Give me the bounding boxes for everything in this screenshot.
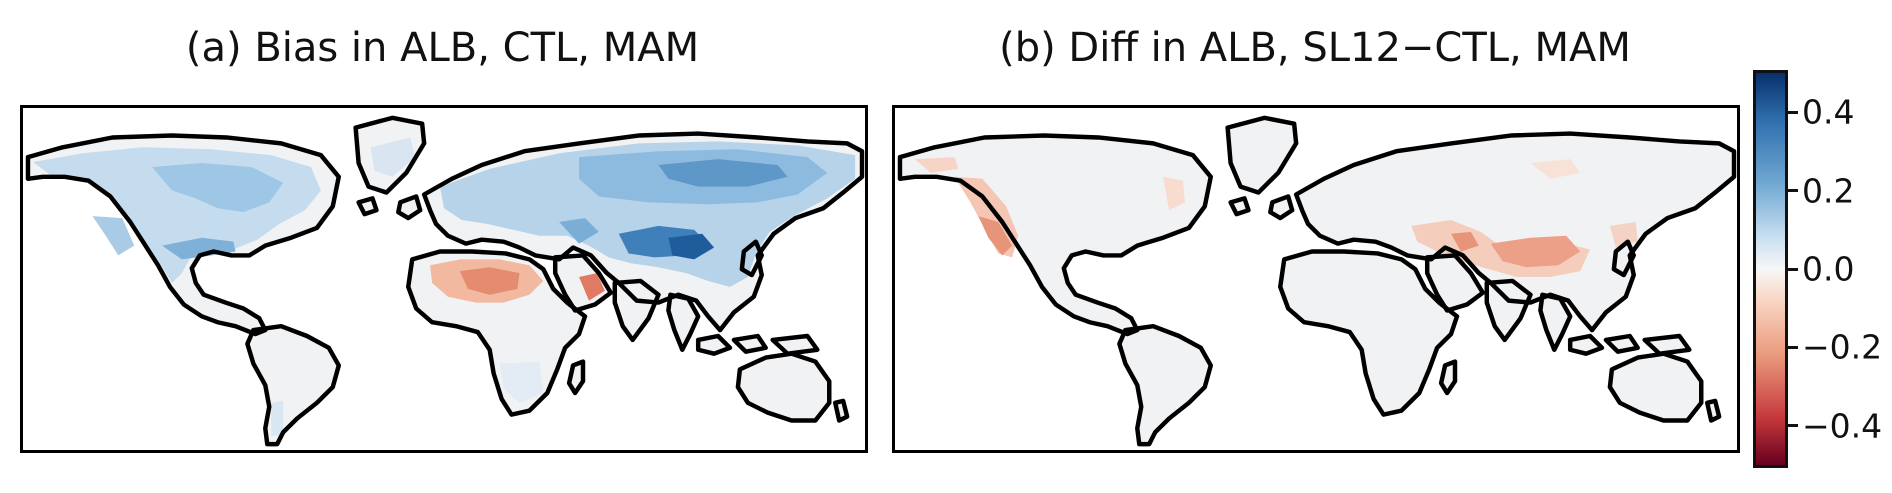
colorbar (1753, 70, 1788, 468)
colorbar-tick-mark (1788, 110, 1798, 114)
diff-field (914, 157, 1638, 278)
colorbar-tick-label: −0.4 (1802, 406, 1883, 446)
bias-map (23, 108, 865, 450)
colorbar-ticks: 0.4 0.2 0.0 −0.2 −0.4 (1788, 70, 1892, 468)
diff-map (895, 108, 1737, 450)
colorbar-tick-label: 0.2 (1802, 171, 1855, 211)
colorbar-tick-mark (1788, 424, 1798, 428)
colorbar-tick-mark (1788, 267, 1798, 271)
colorbar-tick-label: 0.4 (1802, 92, 1855, 132)
colorbar-tick-mark (1788, 189, 1798, 193)
land-fill (899, 117, 1735, 445)
panel-a-title: (a) Bias in ALB, CTL, MAM (185, 25, 700, 71)
bias-map-panel (20, 105, 868, 453)
colorbar-tick-label: −0.2 (1802, 327, 1883, 367)
panel-b-title: (b) Diff in ALB, SL12−CTL, MAM (999, 25, 1631, 71)
diff-map-panel (892, 105, 1740, 453)
bias-field (32, 137, 856, 437)
colorbar-tick-label: 0.0 (1802, 249, 1855, 289)
colorbar-tick-mark (1788, 345, 1798, 349)
